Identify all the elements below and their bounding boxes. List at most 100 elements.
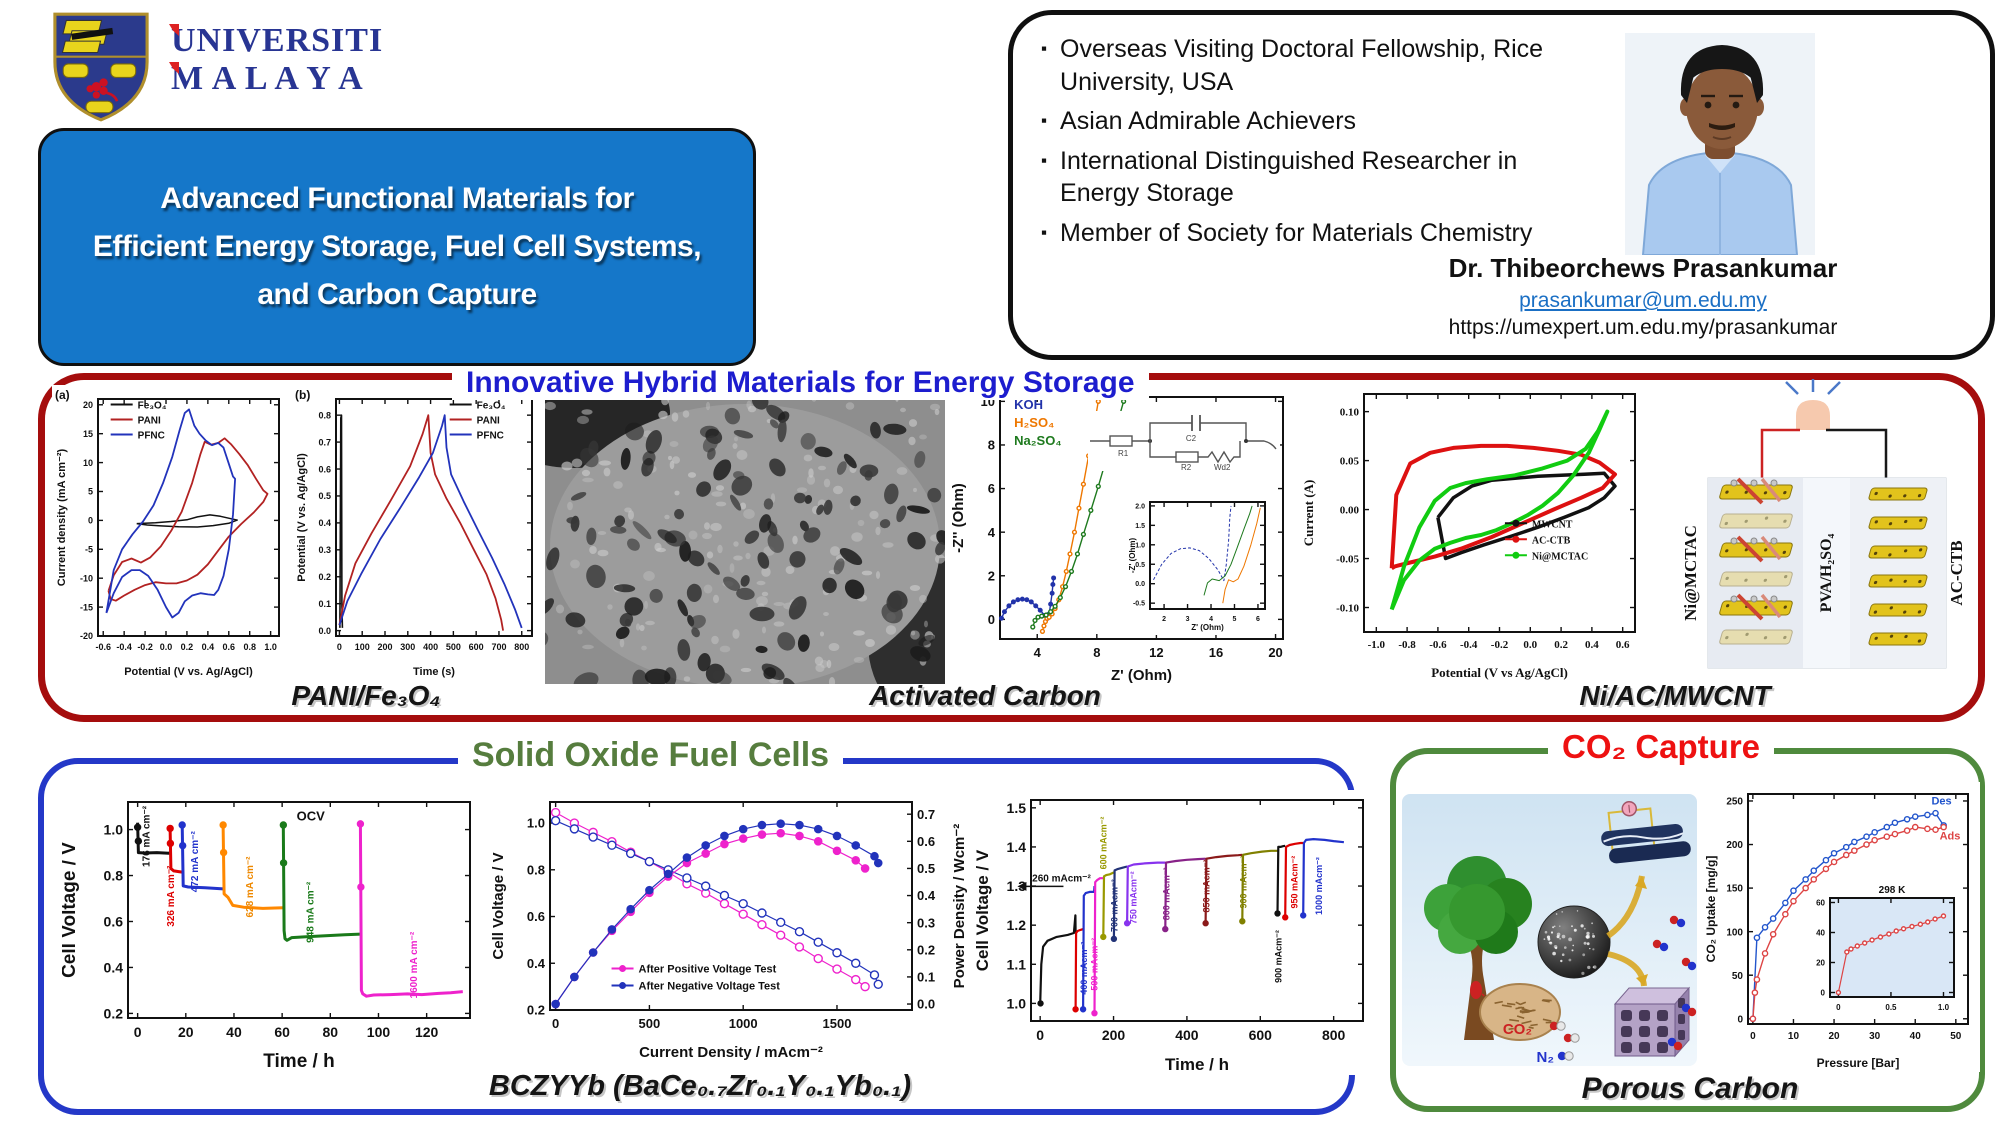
logo-red-accent: [169, 62, 179, 74]
svg-text:4: 4: [1034, 645, 1042, 660]
bullet-icon: ▪: [1041, 111, 1048, 130]
svg-text:(a): (a): [55, 388, 70, 402]
svg-text:0.4: 0.4: [917, 888, 936, 903]
chart-sofc-durability: 0 20 40 60 80 100 120 0.2 0.4 0.6 0.8 1.0 Time / h Ce…: [59, 792, 482, 1072]
tree-icon: [1424, 856, 1532, 1040]
svg-text:Current (A): Current (A): [1301, 480, 1316, 547]
svg-text:Current Density / mAcm⁻²: Current Density / mAcm⁻²: [639, 1044, 823, 1061]
svg-text:8: 8: [988, 438, 995, 453]
svg-text:H₂SO₄: H₂SO₄: [1014, 415, 1054, 430]
led-icon: [1796, 400, 1830, 430]
svg-text:950 mAcm⁻²: 950 mAcm⁻²: [1289, 856, 1299, 909]
um-logo-text: UNIVERSITI M A L A Y A: [169, 8, 384, 124]
svg-text:0.2: 0.2: [318, 572, 331, 582]
svg-text:0.0: 0.0: [1523, 639, 1537, 651]
svg-text:100: 100: [1726, 927, 1743, 938]
svg-text:Des: Des: [1931, 795, 1951, 807]
wire-negative: [1826, 428, 1888, 478]
svg-text:800: 800: [1322, 1027, 1346, 1043]
svg-text:2: 2: [988, 568, 995, 583]
circuit-label-c2: C2: [1186, 434, 1197, 443]
svg-text:2: 2: [1162, 616, 1166, 623]
svg-text:0.5: 0.5: [917, 861, 935, 876]
led-rays-icon: [1785, 379, 1841, 395]
svg-text:Z' (Ohm): Z' (Ohm): [1111, 667, 1172, 684]
svg-text:-0.6: -0.6: [1429, 639, 1447, 651]
svg-text:628 mA cm⁻²: 628 mA cm⁻²: [245, 856, 256, 918]
svg-text:-0.05: -0.05: [1336, 554, 1359, 566]
svg-text:500: 500: [639, 1016, 661, 1031]
caption-activated-carbon: Activated Carbon: [869, 680, 1101, 711]
svg-text:Pressure [Bar]: Pressure [Bar]: [1817, 1056, 1900, 1070]
svg-text:PFNC: PFNC: [477, 430, 504, 441]
svg-text:200: 200: [1726, 840, 1743, 851]
svg-text:-0.2: -0.2: [137, 642, 153, 652]
svg-text:Fe₃O₄: Fe₃O₄: [477, 400, 506, 411]
svg-text:-0.8: -0.8: [1398, 639, 1416, 651]
svg-text:0.0: 0.0: [318, 626, 331, 636]
caption-ni-ac-mwcnt: Ni/AC/MWCNT: [1579, 680, 1771, 711]
svg-text:-15: -15: [80, 602, 93, 612]
svg-text:60: 60: [274, 1024, 290, 1040]
svg-text:15: 15: [83, 429, 93, 439]
svg-text:12: 12: [1149, 645, 1163, 660]
svg-text:5: 5: [88, 487, 93, 497]
svg-text:50: 50: [1732, 971, 1744, 982]
svg-text:10: 10: [83, 458, 93, 468]
co2-illustration-canvas: CO₂ N₂: [1402, 794, 1697, 1066]
co2-molecule-label: CO₂: [1503, 1021, 1532, 1038]
svg-text:0: 0: [1750, 1031, 1756, 1042]
researcher-identity: Dr. Thibeorchews Prasankumar prasankumar…: [1401, 253, 1885, 340]
achievement-item: ▪ Member of Society for Materials Chemis…: [1041, 217, 1586, 250]
svg-text:600 mAcm⁻²: 600 mAcm⁻²: [1099, 817, 1109, 870]
svg-text:1000 mAcm⁻²: 1000 mAcm⁻²: [1314, 857, 1324, 915]
sofc_steps2-canvas: 0 200 400 600 800 1.0 1.1 1.2 1.3 1.4 1.5 Time / h C…: [973, 799, 1364, 1074]
svg-text:5: 5: [1233, 616, 1237, 623]
chart-cv-ni-ac-mwcnt: -1.0 -0.8 -0.6 -0.4 -0.2 0.0 0.2 0.4 0.6 -0.10 -0.…: [1300, 382, 1645, 682]
svg-text:400 mAcm⁻²: 400 mAcm⁻²: [1079, 942, 1089, 995]
logo-line-1: UNIVERSITI: [171, 22, 384, 59]
svg-text:-5: -5: [85, 545, 93, 555]
svg-text:-0.2: -0.2: [1491, 639, 1509, 651]
svg-text:500: 500: [446, 642, 461, 652]
svg-text:Time / h: Time / h: [263, 1051, 334, 1072]
svg-text:4: 4: [988, 525, 996, 540]
caption-pani-fe3o4: PANI/Fe₃O₄: [291, 680, 441, 711]
circuit-label-wd2: Wd2: [1214, 463, 1231, 471]
electrolyte-label: PVA/H₂SO₄: [1818, 533, 1835, 612]
svg-text:1.5: 1.5: [1135, 523, 1145, 530]
chart-cv-pani-fe3o4: -0.6 -0.4 -0.2 0.0 0.2 0.4 0.6 0.8 1.0 -20 -15 -10 -…: [52, 385, 287, 680]
svg-text:-1.0: -1.0: [1368, 639, 1386, 651]
chart-nyquist-inset: 2 3 4 5 6 -0.5 0.0 0.5 1.0 1.5 2.0 Z' (Ohm) -Z' (Ohm…: [1122, 495, 1272, 635]
svg-text:0: 0: [134, 1024, 142, 1040]
title-line-2: Efficient Energy Storage, Fuel Cell Syst…: [92, 230, 702, 263]
svg-text:1.0: 1.0: [1938, 1003, 1950, 1012]
supercapacitor-device-schematic: Ni@MCTAC PVA/H₂SO₄ AC-CTB: [1650, 378, 1975, 678]
electrode-label-left: Ni@MCTAC: [1681, 525, 1700, 621]
logo-line-2: M A L A Y A: [171, 60, 364, 98]
svg-text:0.0: 0.0: [1135, 581, 1145, 588]
svg-text:0.2: 0.2: [104, 1005, 124, 1021]
svg-text:100: 100: [367, 1024, 391, 1040]
gas-molecules-icon: [1549, 915, 1697, 1061]
svg-text:0.4: 0.4: [527, 956, 546, 971]
svg-text:-0.5: -0.5: [1133, 601, 1145, 608]
svg-text:800: 800: [514, 642, 529, 652]
caption-bczyyb: BCZYYb (BaCe₀.₇Zr₀.₁Y₀.₁Yb₀.₁): [488, 1070, 912, 1102]
n2-molecule-label: N₂: [1537, 1049, 1555, 1066]
svg-text:0.7: 0.7: [318, 437, 331, 447]
svg-text:4: 4: [1209, 616, 1213, 623]
svg-text:6: 6: [988, 481, 995, 496]
researcher-email-link[interactable]: prasankumar@um.edu.my: [1519, 289, 1767, 312]
chart-co2-isotherm: 0 0.5 1.0 0 20 40 60 298 K 0 10 20 30 40 50 0 50 100 150…: [1702, 782, 1980, 1072]
co2_inset-canvas: 0 0.5 1.0 0 20 40 60 298 K: [1816, 885, 1955, 1012]
chart-nyquist-eis: R1 C2 R2 Wd2 2 3 4 5 6 -0.5 0.0 0.5 1.0 1.5 2.0 Z' …: [950, 385, 1295, 685]
svg-text:0.2: 0.2: [917, 942, 935, 957]
svg-text:0.8: 0.8: [318, 410, 331, 420]
achievement-item: ▪ Overseas Visiting Doctoral Fellowship,…: [1041, 33, 1586, 98]
svg-text:Potential (V vs Ag/AgCl): Potential (V vs Ag/AgCl): [1431, 665, 1568, 680]
svg-text:0: 0: [1737, 1014, 1743, 1025]
svg-text:0.05: 0.05: [1340, 456, 1360, 468]
wire-positive: [1760, 428, 1800, 478]
